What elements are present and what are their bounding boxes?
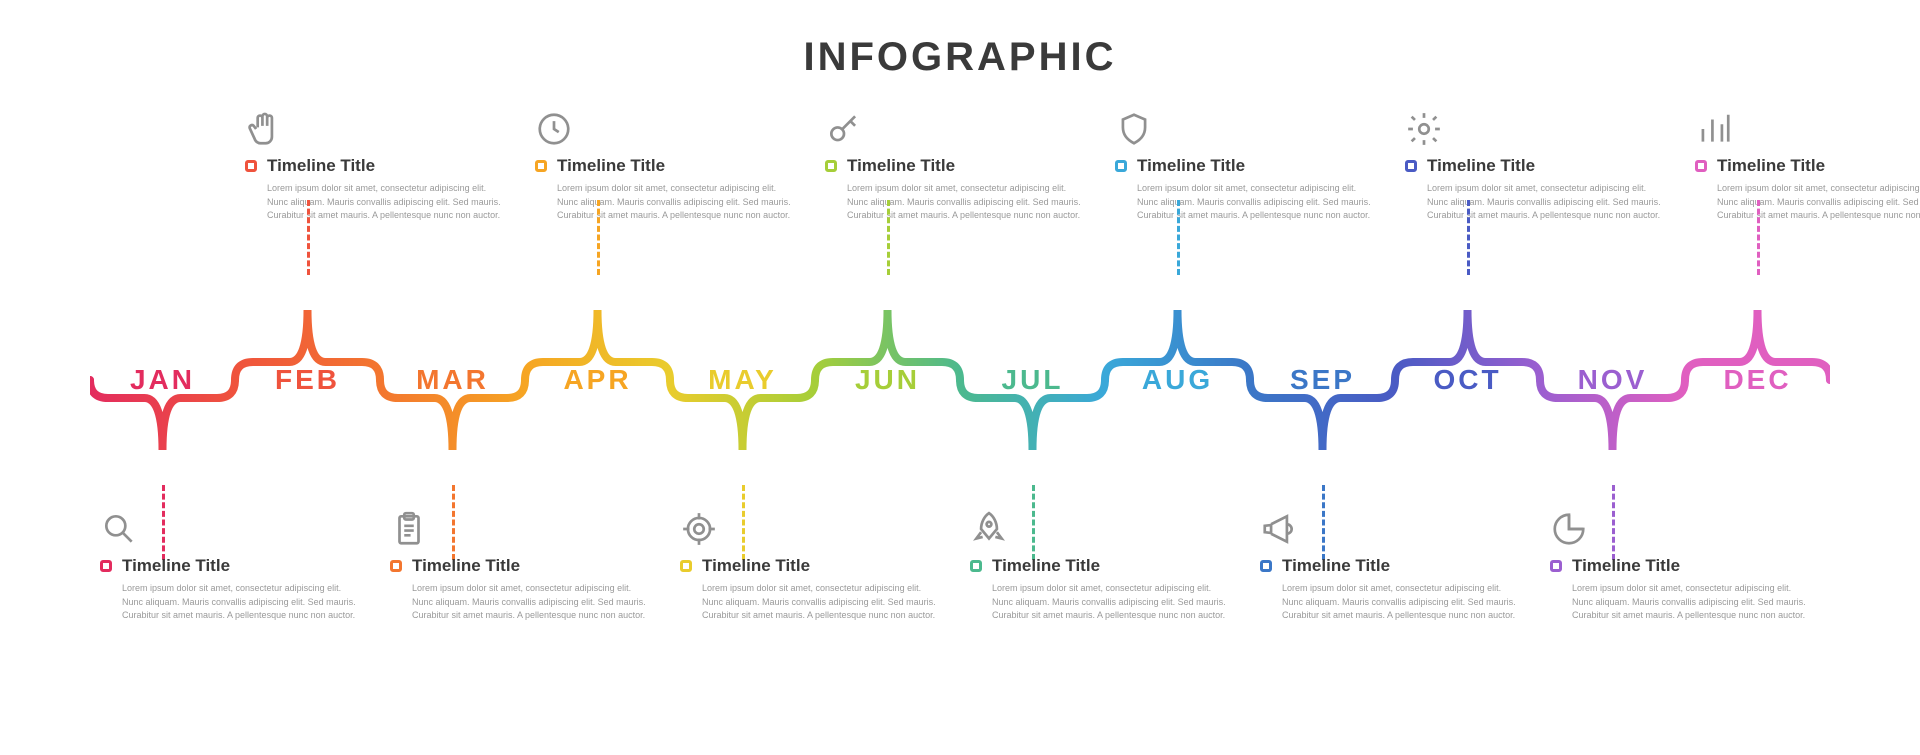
- bullet: [1550, 560, 1562, 572]
- search-icon: [100, 500, 360, 548]
- timeline-block-jun: Timeline Title Lorem ipsum dolor sit amet…: [825, 100, 1115, 223]
- block-title: Timeline Title: [122, 556, 230, 576]
- block-desc: Lorem ipsum dolor sit amet, consectetur …: [680, 582, 940, 623]
- month-jan: JAN: [90, 355, 235, 405]
- block-desc: Lorem ipsum dolor sit amet, consectetur …: [1550, 582, 1810, 623]
- connector-aug: [1177, 200, 1180, 275]
- key-icon: [825, 100, 1085, 148]
- block-desc: Lorem ipsum dolor sit amet, consectetur …: [1695, 182, 1920, 223]
- bars-icon: [1695, 100, 1920, 148]
- month-may: MAY: [670, 355, 815, 405]
- rocket-icon: [970, 500, 1230, 548]
- timeline-block-oct: Timeline Title Lorem ipsum dolor sit amet…: [1405, 100, 1695, 223]
- bullet: [970, 560, 982, 572]
- block-desc: Lorem ipsum dolor sit amet, consectetur …: [970, 582, 1230, 623]
- block-title: Timeline Title: [1717, 156, 1825, 176]
- timeline-block-mar: Timeline Title Lorem ipsum dolor sit amet…: [390, 500, 680, 623]
- block-title: Timeline Title: [1572, 556, 1680, 576]
- month-apr: APR: [525, 355, 670, 405]
- timeline-block-may: Timeline Title Lorem ipsum dolor sit amet…: [680, 500, 970, 623]
- block-desc: Lorem ipsum dolor sit amet, consectetur …: [390, 582, 650, 623]
- target-icon: [680, 500, 940, 548]
- pie-icon: [1550, 500, 1810, 548]
- block-desc: Lorem ipsum dolor sit amet, consectetur …: [1115, 182, 1375, 223]
- bullet: [245, 160, 257, 172]
- block-title: Timeline Title: [992, 556, 1100, 576]
- timeline-block-feb: Timeline Title Lorem ipsum dolor sit amet…: [245, 100, 535, 223]
- block-title: Timeline Title: [267, 156, 375, 176]
- timeline-block-jan: Timeline Title Lorem ipsum dolor sit amet…: [100, 500, 390, 623]
- block-desc: Lorem ipsum dolor sit amet, consectetur …: [245, 182, 505, 223]
- month-dec: DEC: [1685, 355, 1830, 405]
- timeline: Timeline Title Lorem ipsum dolor sit amet…: [0, 100, 1920, 660]
- connector-dec: [1757, 200, 1760, 275]
- bullet: [100, 560, 112, 572]
- block-title: Timeline Title: [1427, 156, 1535, 176]
- months-band: JANFEBMARAPRMAYJUNJULAUGSEPOCTNOVDEC: [90, 355, 1830, 405]
- bullet: [535, 160, 547, 172]
- bullet: [1115, 160, 1127, 172]
- month-mar: MAR: [380, 355, 525, 405]
- timeline-block-jul: Timeline Title Lorem ipsum dolor sit amet…: [970, 500, 1260, 623]
- clipboard-icon: [390, 500, 650, 548]
- bullet: [680, 560, 692, 572]
- fist-icon: [245, 100, 505, 148]
- connector-oct: [1467, 200, 1470, 275]
- timeline-block-dec: Timeline Title Lorem ipsum dolor sit amet…: [1695, 100, 1920, 223]
- page-title: INFOGRAPHIC: [0, 35, 1920, 80]
- timeline-block-aug: Timeline Title Lorem ipsum dolor sit amet…: [1115, 100, 1405, 223]
- gear-icon: [1405, 100, 1665, 148]
- bullet: [1260, 560, 1272, 572]
- month-sep: SEP: [1250, 355, 1395, 405]
- block-title: Timeline Title: [1282, 556, 1390, 576]
- month-feb: FEB: [235, 355, 380, 405]
- month-oct: OCT: [1395, 355, 1540, 405]
- month-jul: JUL: [960, 355, 1105, 405]
- bullet: [1405, 160, 1417, 172]
- block-desc: Lorem ipsum dolor sit amet, consectetur …: [100, 582, 360, 623]
- month-aug: AUG: [1105, 355, 1250, 405]
- timeline-block-nov: Timeline Title Lorem ipsum dolor sit amet…: [1550, 500, 1840, 623]
- clock-icon: [535, 100, 795, 148]
- connector-apr: [597, 200, 600, 275]
- block-title: Timeline Title: [847, 156, 955, 176]
- bullet: [390, 560, 402, 572]
- connector-jun: [887, 200, 890, 275]
- block-desc: Lorem ipsum dolor sit amet, consectetur …: [825, 182, 1085, 223]
- block-title: Timeline Title: [412, 556, 520, 576]
- timeline-block-sep: Timeline Title Lorem ipsum dolor sit amet…: [1260, 500, 1550, 623]
- connector-feb: [307, 200, 310, 275]
- block-title: Timeline Title: [702, 556, 810, 576]
- block-title: Timeline Title: [1137, 156, 1245, 176]
- timeline-block-apr: Timeline Title Lorem ipsum dolor sit amet…: [535, 100, 825, 223]
- shield-icon: [1115, 100, 1375, 148]
- month-jun: JUN: [815, 355, 960, 405]
- bullet: [825, 160, 837, 172]
- block-desc: Lorem ipsum dolor sit amet, consectetur …: [1260, 582, 1520, 623]
- block-desc: Lorem ipsum dolor sit amet, consectetur …: [535, 182, 795, 223]
- bullet: [1695, 160, 1707, 172]
- block-title: Timeline Title: [557, 156, 665, 176]
- month-nov: NOV: [1540, 355, 1685, 405]
- block-desc: Lorem ipsum dolor sit amet, consectetur …: [1405, 182, 1665, 223]
- megaphone-icon: [1260, 500, 1520, 548]
